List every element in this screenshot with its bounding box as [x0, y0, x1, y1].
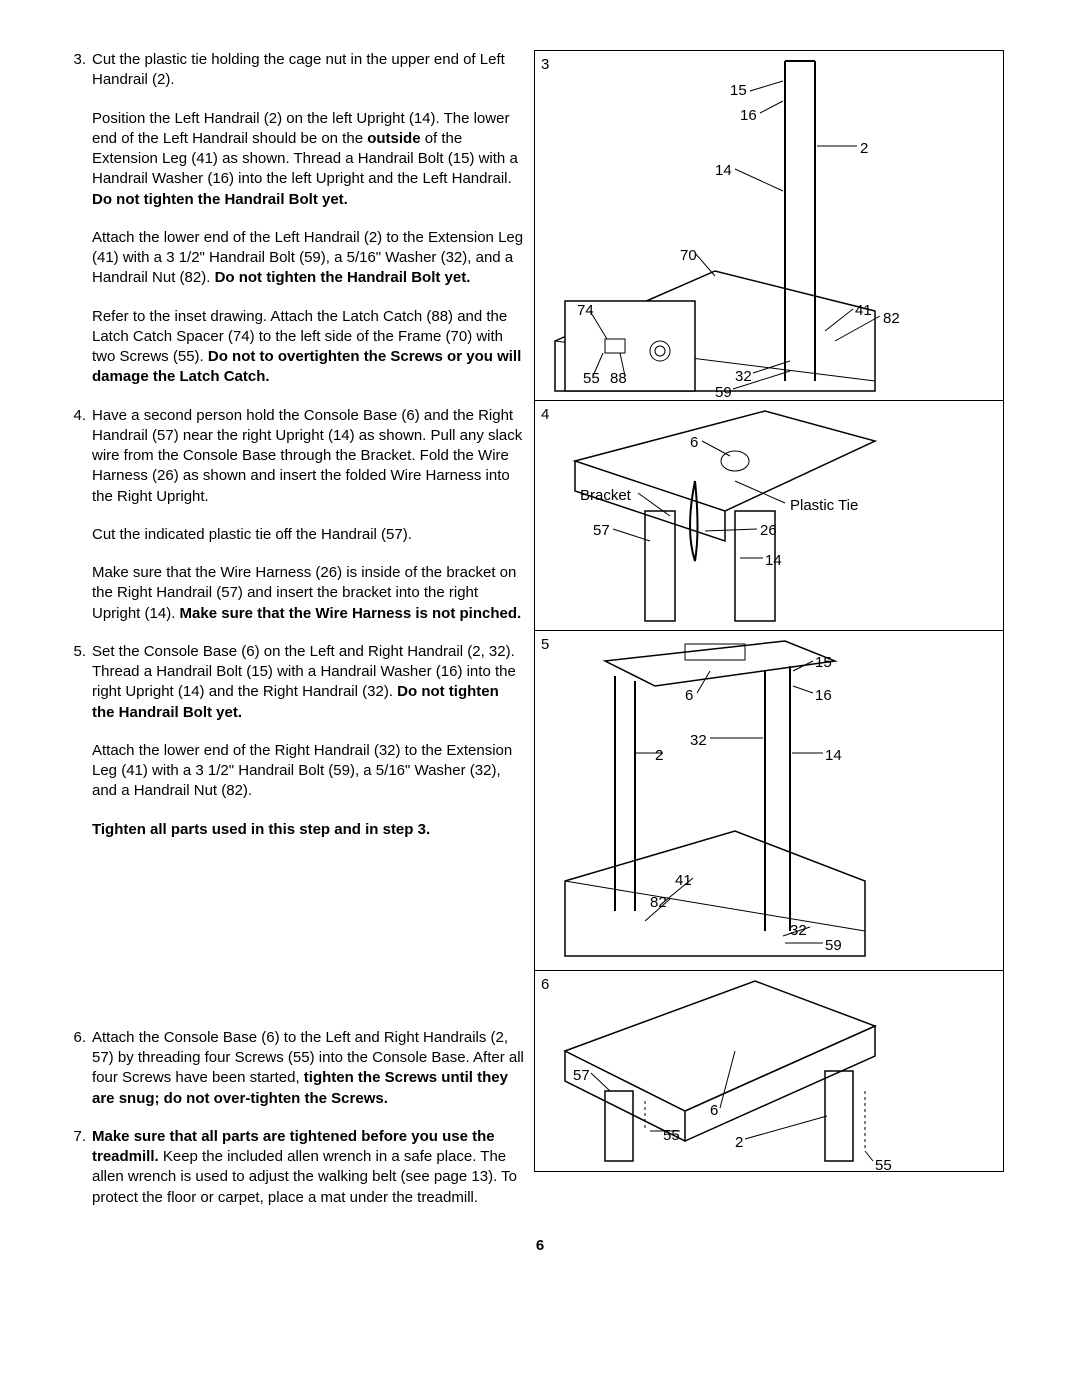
bold-text: Do not tighten the Handrail Bolt yet. — [92, 191, 348, 208]
step-body: Attach the Console Base (6) to the Left … — [92, 1028, 524, 1109]
assembly-step: 6.Attach the Console Base (6) to the Lef… — [64, 1028, 524, 1109]
step-paragraph: Attach the lower end of the Right Handra… — [92, 741, 524, 802]
callout-label: 15 — [730, 81, 747, 101]
step-paragraph: Make sure that all parts are tightened b… — [92, 1127, 524, 1208]
manual-page: 3.Cut the plastic tie holding the cage n… — [0, 0, 1080, 1286]
console-attachment-icon — [535, 971, 905, 1171]
step-paragraph: Cut the plastic tie holding the cage nut… — [92, 50, 524, 91]
panel-number: 6 — [541, 975, 549, 995]
step-number: 6. — [64, 1028, 92, 1048]
callout-label: 55 — [663, 1126, 680, 1146]
text-run: Cut the plastic tie holding the cage nut… — [92, 51, 505, 88]
assembly-step: 4.Have a second person hold the Console … — [64, 406, 524, 624]
callout-label: 59 — [825, 936, 842, 956]
step-body: Have a second person hold the Console Ba… — [92, 406, 524, 624]
step-paragraph: Attach the lower end of the Left Handrai… — [92, 228, 524, 289]
step-body: Set the Console Base (6) on the Left and… — [92, 642, 524, 840]
step-paragraph: Attach the Console Base (6) to the Left … — [92, 1028, 524, 1109]
callout-label: 32 — [790, 921, 807, 941]
callout-label: 70 — [680, 246, 697, 266]
step-paragraph: Refer to the inset drawing. Attach the L… — [92, 307, 524, 388]
callout-label: 55 — [875, 1156, 892, 1176]
step-paragraph: Have a second person hold the Console Ba… — [92, 406, 524, 507]
callout-label: 41 — [855, 301, 872, 321]
diagram-panel-6: 6 5765525 — [535, 971, 1003, 1171]
callout-label: 82 — [883, 309, 900, 329]
callout-label: 32 — [735, 367, 752, 387]
callout-label: 57 — [593, 521, 610, 541]
panel-number: 3 — [541, 55, 549, 75]
text-run: Attach the lower end of the Right Handra… — [92, 742, 512, 800]
step-number: 5. — [64, 642, 92, 662]
step-body: Cut the plastic tie holding the cage nut… — [92, 50, 524, 388]
callout-label: 14 — [825, 746, 842, 766]
step-number: 3. — [64, 50, 92, 70]
assembly-step: 3.Cut the plastic tie holding the cage n… — [64, 50, 524, 388]
callout-label: Bracket — [580, 486, 631, 506]
callout-label: 88 — [610, 369, 627, 389]
diagram-column: 3 — [534, 50, 1004, 1172]
bold-text: Make sure that the Wire Harness is not p… — [180, 605, 522, 622]
callout-label: 82 — [650, 893, 667, 913]
step-paragraph: Cut the indicated plastic tie off the Ha… — [92, 525, 524, 545]
text-run: Cut the indicated plastic tie off the Ha… — [92, 526, 412, 543]
step-paragraph: Make sure that the Wire Harness (26) is … — [92, 563, 524, 624]
step-number: 4. — [64, 406, 92, 426]
instruction-text-column: 3.Cut the plastic tie holding the cage n… — [64, 50, 534, 1226]
vertical-gap — [64, 858, 524, 1028]
callout-label: 57 — [573, 1066, 590, 1086]
callout-label: 74 — [577, 301, 594, 321]
step-paragraph: Tighten all parts used in this step and … — [92, 820, 524, 840]
panel-number: 5 — [541, 635, 549, 655]
callout-label: 2 — [735, 1133, 743, 1153]
diagram-panel-3: 3 — [535, 51, 1003, 401]
callout-label: 2 — [860, 139, 868, 159]
callout-label: 14 — [715, 161, 732, 181]
callout-label: 32 — [690, 731, 707, 751]
panel-number: 4 — [541, 405, 549, 425]
callout-label: 26 — [760, 521, 777, 541]
treadmill-upright-assembly-icon — [535, 51, 905, 401]
step-paragraph: Position the Left Handrail (2) on the le… — [92, 109, 524, 210]
assembly-steps-list: 3.Cut the plastic tie holding the cage n… — [64, 50, 524, 1208]
callout-label: 6 — [690, 433, 698, 453]
callout-label: Plastic Tie — [790, 496, 858, 516]
assembly-step: 5.Set the Console Base (6) on the Left a… — [64, 642, 524, 840]
callout-label: 16 — [815, 686, 832, 706]
callout-label: 41 — [675, 871, 692, 891]
two-column-layout: 3.Cut the plastic tie holding the cage n… — [64, 50, 1016, 1226]
callout-label: 2 — [655, 746, 663, 766]
treadmill-full-assembly-icon — [535, 631, 905, 971]
callout-label: 16 — [740, 106, 757, 126]
step-body: Make sure that all parts are tightened b… — [92, 1127, 524, 1208]
callout-label: 15 — [815, 653, 832, 673]
callout-label: 14 — [765, 551, 782, 571]
bold-text: Do not tighten the Handrail Bolt yet. — [215, 269, 471, 286]
bold-text: outside — [367, 130, 420, 147]
step-paragraph: Set the Console Base (6) on the Left and… — [92, 642, 524, 723]
callout-label: 6 — [710, 1101, 718, 1121]
text-run: Have a second person hold the Console Ba… — [92, 407, 522, 505]
callout-label: 6 — [685, 686, 693, 706]
bold-text: Tighten all parts used in this step and … — [92, 821, 430, 838]
diagram-panel-4: 4 — [535, 401, 1003, 631]
callout-label: 55 — [583, 369, 600, 389]
assembly-step: 7.Make sure that all parts are tightened… — [64, 1127, 524, 1208]
diagram-panel-5: 5 — [535, 631, 1003, 971]
step-number: 7. — [64, 1127, 92, 1147]
page-number: 6 — [64, 1236, 1016, 1256]
